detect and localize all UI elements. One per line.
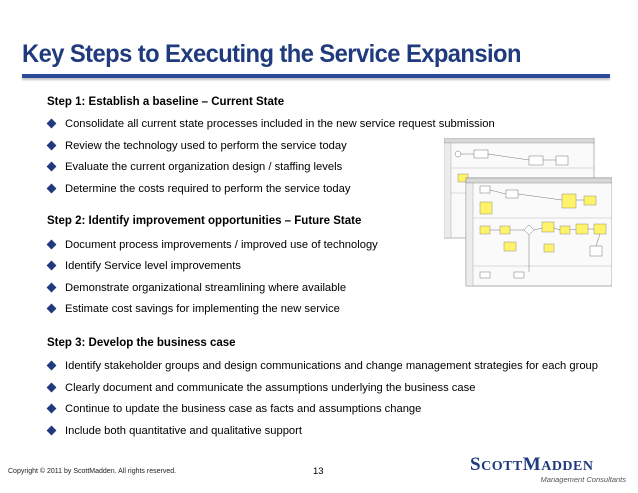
diamond-bullet-icon	[46, 183, 57, 194]
step-1-bullet: Consolidate all current state processes …	[46, 117, 495, 131]
step-1-heading: Step 1: Establish a baseline – Current S…	[47, 96, 285, 108]
step-3-bullet: Include both quantitative and qualitativ…	[46, 424, 302, 438]
diamond-bullet-icon	[46, 161, 57, 172]
step-2-bullet: Document process improvements / improved…	[46, 238, 378, 252]
diamond-bullet-icon	[46, 260, 57, 271]
logo-wordmark: SCOTTMADDEN	[470, 454, 594, 475]
future-state-process-map	[465, 177, 612, 287]
step-3-heading: Step 3: Develop the business case	[47, 337, 236, 349]
diamond-bullet-icon	[46, 425, 57, 436]
step-3-bullet: Clearly document and communicate the ass…	[46, 381, 475, 395]
step-2-bullet: Identify Service level improvements	[46, 259, 241, 273]
diamond-bullet-icon	[46, 239, 57, 250]
logo-tagline: Management Consultants	[540, 475, 626, 484]
diamond-bullet-icon	[46, 140, 57, 151]
copyright-notice: Copyright © 2011 by ScottMadden. All rig…	[8, 468, 177, 475]
step-1-bullet: Evaluate the current organization design…	[46, 160, 342, 174]
step-1-bullet: Review the technology used to perform th…	[46, 139, 347, 153]
step-2-bullet: Estimate cost savings for implementing t…	[46, 302, 340, 316]
diamond-bullet-icon	[46, 282, 57, 293]
diamond-bullet-icon	[46, 382, 57, 393]
step-1-bullet: Determine the costs required to perform …	[46, 182, 350, 196]
page-number: 13	[313, 466, 324, 477]
diamond-bullet-icon	[46, 303, 57, 314]
slide-title: Key Steps to Executing the Service Expan…	[22, 40, 521, 68]
diamond-bullet-icon	[46, 403, 57, 414]
scottmadden-logo: SCOTTMADDEN Management Consultants	[470, 455, 630, 485]
step-3-bullet: Identify stakeholder groups and design c…	[46, 359, 598, 373]
diamond-bullet-icon	[46, 360, 57, 371]
step-3-bullet: Continue to update the business case as …	[46, 402, 421, 416]
step-2-heading: Step 2: Identify improvement opportuniti…	[47, 215, 362, 227]
title-underline	[22, 74, 610, 78]
step-2-bullet: Demonstrate organizational streamlining …	[46, 281, 346, 295]
process-map-thumbnails	[444, 138, 612, 287]
diamond-bullet-icon	[46, 118, 57, 129]
